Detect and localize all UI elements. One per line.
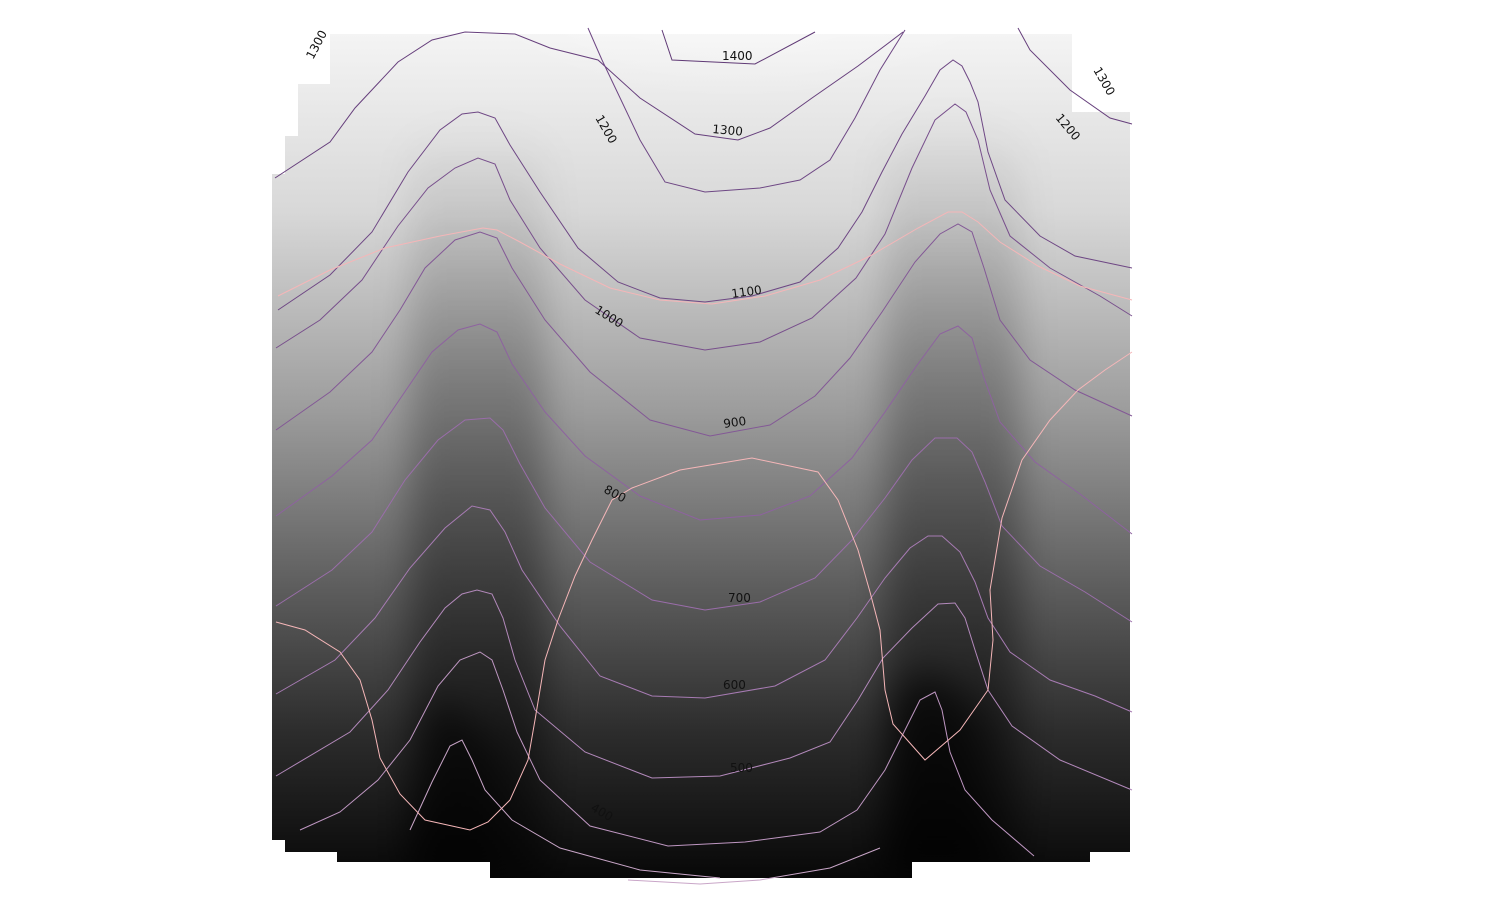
label-1400: 1400	[722, 49, 753, 63]
contour-900	[275, 323, 1133, 535]
contour-1300	[274, 31, 904, 179]
boundary-lines	[275, 211, 1133, 831]
boundary-west	[275, 351, 1133, 831]
label-1300-c: 1300	[1090, 65, 1117, 98]
boundary-upper	[277, 211, 1133, 305]
contour-1200	[277, 59, 1133, 311]
contour-700	[275, 505, 1133, 713]
contour-600	[275, 589, 1133, 791]
contour-lines	[274, 27, 1133, 885]
elevation-raster	[272, 34, 1130, 878]
contour-1100	[275, 103, 1133, 351]
contour-1200-north	[587, 27, 906, 193]
label-900: 900	[722, 414, 747, 431]
label-600: 600	[723, 678, 746, 692]
label-1300-b: 1300	[712, 122, 744, 139]
contour-400	[409, 739, 721, 879]
contour-1300-east	[1017, 27, 1133, 125]
contour-800	[275, 417, 1133, 623]
label-500: 500	[730, 761, 753, 775]
contour-500	[299, 651, 1035, 857]
contour-1400	[661, 29, 816, 65]
label-1100: 1100	[730, 283, 762, 301]
label-700: 700	[728, 591, 751, 605]
contour-1000	[275, 223, 1133, 437]
label-1300-a: 1300	[303, 28, 330, 62]
contour-300	[627, 847, 881, 885]
